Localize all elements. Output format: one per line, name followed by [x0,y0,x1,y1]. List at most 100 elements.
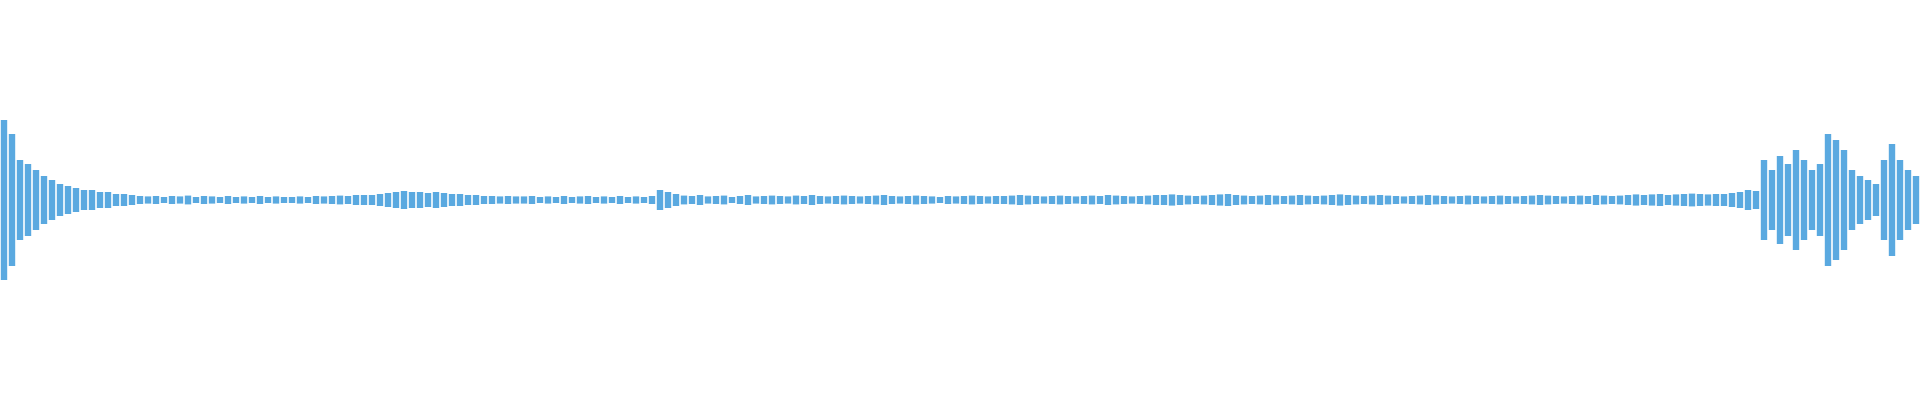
wave-segment [824,196,832,204]
wave-segment [1840,150,1848,250]
wave-segment [1352,195,1360,205]
wave-segment [328,196,336,204]
wave-segment [352,195,360,205]
wave-segment [632,196,640,204]
wave-segment [1792,150,1800,250]
wave-segment [1168,194,1176,206]
wave-segment [1896,160,1904,240]
wave-segment [1440,196,1448,204]
wave-segment [568,197,576,203]
wave-segment [120,194,128,206]
wave-segment [1648,194,1656,206]
wave-segment [848,196,856,204]
wave-segment [296,196,304,204]
wave-segment [696,195,704,205]
wave-segment [1696,194,1704,206]
wave-segment [344,196,352,204]
wave-segment [192,197,200,203]
wave-segment [48,180,56,220]
wave-segment [264,197,272,203]
wave-segment [128,195,136,205]
wave-segment [536,197,544,203]
wave-segment [1568,196,1576,204]
wave-segment [440,193,448,207]
wave-segment [72,188,80,212]
wave-segment [1640,195,1648,205]
wave-segment [312,196,320,204]
wave-segment [1880,160,1888,240]
wave-segment [368,195,376,205]
wave-segment [1624,195,1632,205]
wave-segment [1408,196,1416,204]
wave-segment [1200,195,1208,205]
wave-segment [1088,195,1096,205]
wave-segment [1832,140,1840,260]
wave-segment [600,196,608,204]
wave-segment [1416,195,1424,205]
wave-segment [1680,194,1688,206]
wave-segment [712,196,720,204]
wave-segment [32,170,40,230]
wave-segment [1608,196,1616,204]
wave-segment [992,196,1000,204]
wave-segment [752,196,760,204]
wave-segment [1184,195,1192,205]
wave-segment [528,196,536,204]
wave-segment [776,196,784,204]
wave-segment [1584,196,1592,204]
wave-segment [1816,164,1824,236]
wave-segment [832,196,840,204]
wave-segment [24,164,32,236]
wave-segment [360,195,368,205]
wave-segment [384,193,392,207]
wave-segment [792,195,800,205]
wave-segment [248,197,256,203]
wave-segment [1664,195,1672,205]
wave-segment [1360,196,1368,204]
wave-segment [144,196,152,204]
wave-segment [720,195,728,205]
wave-segment [1152,195,1160,205]
wave-segment [1304,195,1312,205]
wave-segment [800,196,808,204]
wave-segment [1320,195,1328,205]
wave-segment [1312,196,1320,204]
wave-segment [200,196,208,204]
wave-segment [1232,195,1240,205]
wave-segment [288,197,296,203]
wave-segment [456,194,464,206]
wave-segment [904,196,912,204]
wave-segment [1056,195,1064,205]
wave-segment [1720,194,1728,206]
wave-segment [392,192,400,208]
wave-segment [1888,144,1896,256]
wave-segment [784,196,792,204]
wave-segment [1104,195,1112,205]
wave-segment [64,186,72,214]
wave-segment [1616,195,1624,205]
wave-segment [976,196,984,204]
wave-segment [480,196,488,204]
wave-segment [1672,194,1680,206]
wave-segment [1248,196,1256,204]
wave-segment [224,196,232,204]
wave-segment [464,195,472,205]
wave-segment [1160,195,1168,205]
wave-segment [760,196,768,204]
wave-segment [808,195,816,205]
wave-segment [1800,160,1808,240]
wave-segment [744,195,752,205]
wave-segment [584,196,592,204]
wave-segment [208,196,216,204]
wave-segment [640,197,648,203]
wave-segment [768,195,776,205]
wave-segment [1112,195,1120,205]
wave-segment [1064,196,1072,204]
wave-segment [1592,195,1600,205]
wave-segment [1008,195,1016,205]
wave-segment [1656,194,1664,206]
wave-segment [576,196,584,204]
wave-segment [1488,196,1496,204]
wave-segment [408,192,416,208]
